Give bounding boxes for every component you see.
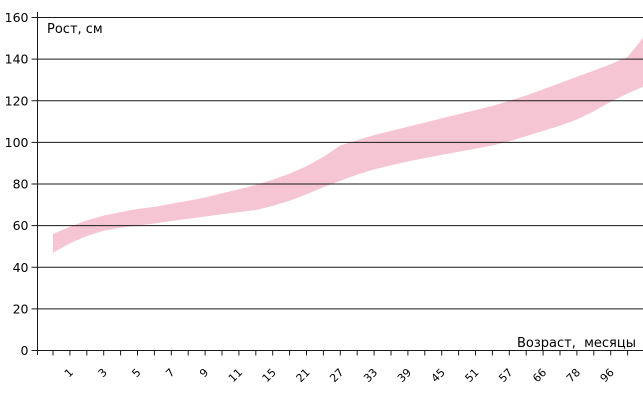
- y-tick-label: 40: [13, 260, 29, 275]
- x-tick-label: 45: [429, 366, 448, 385]
- y-axis-title: Рост, см: [47, 22, 103, 37]
- x-tick-label: 96: [598, 366, 617, 385]
- x-tick-label: 3: [96, 366, 110, 380]
- y-tick-label: 20: [13, 301, 29, 316]
- x-tick-label: 78: [564, 366, 583, 385]
- x-tick-label: 27: [327, 366, 346, 385]
- y-tick-label: 0: [21, 343, 29, 358]
- x-tick-marks: [52, 350, 629, 356]
- height-norm-band: [53, 38, 643, 253]
- gridlines: [31, 17, 643, 310]
- x-tick-label: 66: [530, 366, 549, 385]
- x-tick-label: 7: [163, 366, 177, 380]
- x-tick-label: 39: [395, 366, 414, 385]
- norm-band-area: [53, 38, 643, 253]
- x-tick-label: 21: [294, 366, 313, 385]
- y-tick-label: 160: [5, 10, 29, 25]
- x-tick-label: 9: [197, 366, 211, 380]
- x-tick-label: 15: [260, 366, 279, 385]
- x-tick-label: 11: [226, 366, 245, 385]
- x-axis-tick-labels: 1 3 5 7 9 11 15 21 27 33 39 45 51 57 66 78 96: [62, 366, 617, 385]
- y-tick-label: 80: [13, 177, 29, 192]
- x-tick-label: 33: [361, 366, 380, 385]
- x-axis-title: Возраст, месяцы: [517, 336, 636, 351]
- y-tick-label: 120: [5, 93, 29, 108]
- y-tick-label: 60: [13, 218, 29, 233]
- y-tick-label: 140: [5, 52, 29, 67]
- y-axis-tick-labels: 0 20 40 60 80 100 120 140 160: [5, 10, 29, 358]
- x-tick-label: 51: [463, 366, 482, 385]
- y-tick-label: 100: [5, 135, 29, 150]
- x-tick-label: 5: [129, 366, 143, 380]
- axes: [31, 12, 643, 355]
- x-tick-label: 57: [496, 366, 515, 385]
- x-tick-label: 1: [62, 366, 76, 380]
